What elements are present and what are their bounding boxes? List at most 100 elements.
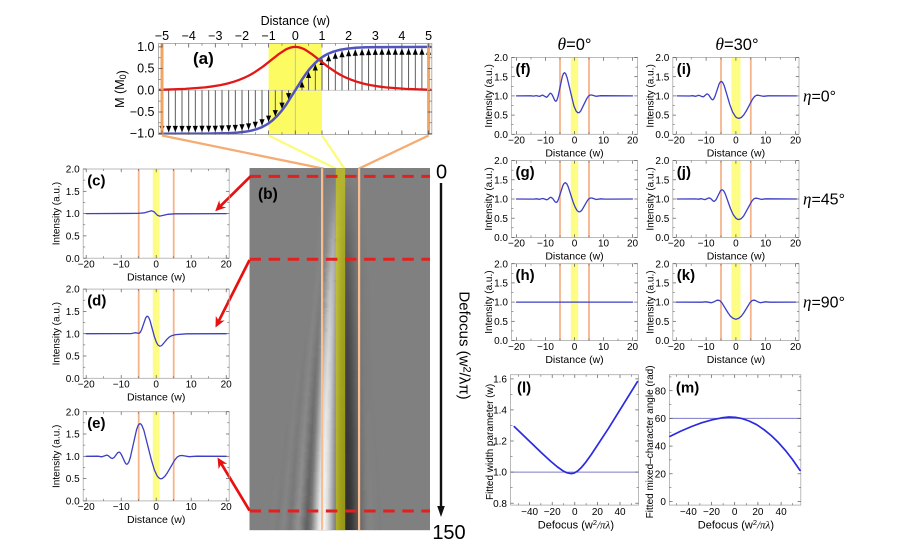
svg-text:η=0°: η=0° [803, 86, 836, 105]
svg-text:2.0: 2.0 [66, 407, 80, 418]
svg-text:1.5: 1.5 [66, 187, 80, 198]
svg-text:0.0: 0.0 [494, 336, 508, 347]
svg-text:1.0: 1.0 [493, 468, 507, 479]
svg-text:1.0: 1.0 [66, 329, 80, 340]
svg-text:20: 20 [790, 239, 802, 250]
svg-text:0.0: 0.0 [66, 497, 80, 508]
svg-text:0.5: 0.5 [66, 352, 80, 363]
svg-text:2.0: 2.0 [494, 53, 508, 64]
svg-text:−10: −10 [113, 260, 130, 271]
svg-text:η=45°: η=45° [803, 190, 845, 209]
svg-text:0: 0 [436, 162, 447, 184]
svg-text:0: 0 [660, 497, 666, 508]
svg-text:Distance (w): Distance (w) [261, 14, 330, 28]
svg-text:20: 20 [752, 507, 764, 518]
svg-text:0: 0 [733, 342, 739, 353]
svg-text:0: 0 [153, 260, 159, 271]
svg-text:60: 60 [655, 414, 667, 425]
svg-text:0.5: 0.5 [66, 474, 80, 485]
svg-text:Distance (w): Distance (w) [545, 251, 603, 263]
svg-text:(h): (h) [516, 267, 535, 284]
svg-text:2.0: 2.0 [66, 165, 80, 176]
svg-text:−20: −20 [544, 507, 561, 518]
svg-text:1.6: 1.6 [493, 375, 507, 386]
svg-text:1.0: 1.0 [66, 452, 80, 463]
svg-text:1: 1 [319, 29, 326, 43]
svg-text:(f): (f) [516, 61, 531, 78]
svg-text:0.0: 0.0 [494, 130, 508, 141]
svg-text:−2: −2 [235, 29, 249, 43]
svg-text:40: 40 [655, 442, 667, 453]
svg-text:Distance (w): Distance (w) [545, 148, 603, 160]
svg-text:M (M0): M (M0) [113, 70, 129, 108]
svg-text:−4: −4 [182, 29, 196, 43]
svg-text:0: 0 [572, 239, 578, 250]
svg-text:2.0: 2.0 [655, 259, 669, 270]
svg-text:0.5: 0.5 [137, 62, 154, 76]
svg-text:20: 20 [627, 136, 639, 147]
svg-text:0: 0 [572, 507, 578, 518]
svg-text:20: 20 [221, 502, 233, 513]
svg-text:Distance (w): Distance (w) [707, 354, 765, 366]
svg-text:1.0: 1.0 [655, 298, 669, 309]
svg-text:0: 0 [732, 507, 738, 518]
svg-text:−1.0: −1.0 [130, 127, 155, 141]
svg-text:(e): (e) [87, 415, 105, 432]
svg-text:(g): (g) [516, 164, 535, 181]
svg-text:0.0: 0.0 [494, 233, 508, 244]
svg-text:Intensity (a.u.): Intensity (a.u.) [484, 167, 495, 230]
svg-text:Defocus (w2/πλ): Defocus (w2/πλ) [538, 518, 614, 532]
svg-text:1.0: 1.0 [137, 40, 154, 54]
svg-text:20: 20 [221, 380, 233, 391]
svg-text:1.0: 1.0 [655, 195, 669, 206]
svg-text:1.4: 1.4 [493, 406, 507, 417]
svg-text:−20: −20 [703, 507, 720, 518]
svg-text:1.5: 1.5 [66, 307, 80, 318]
svg-text:Intensity (a.u.): Intensity (a.u.) [645, 64, 656, 127]
svg-text:−0.5: −0.5 [130, 105, 155, 119]
svg-text:η=90°: η=90° [803, 293, 845, 312]
svg-text:0.0: 0.0 [66, 254, 80, 265]
svg-text:10: 10 [598, 136, 610, 147]
svg-text:−10: −10 [113, 502, 130, 513]
svg-text:40: 40 [776, 507, 788, 518]
svg-text:0.5: 0.5 [66, 232, 80, 243]
svg-text:2.0: 2.0 [494, 156, 508, 167]
svg-text:(l): (l) [517, 380, 531, 397]
svg-text:−20: −20 [668, 136, 685, 147]
svg-text:Intensity (a.u.): Intensity (a.u.) [52, 182, 63, 245]
svg-text:10: 10 [186, 502, 198, 513]
svg-text:−10: −10 [698, 136, 715, 147]
svg-text:−5: −5 [155, 29, 169, 43]
svg-text:−40: −40 [521, 507, 538, 518]
svg-text:−10: −10 [537, 342, 554, 353]
svg-text:Distance (w): Distance (w) [127, 272, 185, 284]
svg-text:1.2: 1.2 [493, 437, 507, 448]
svg-text:80: 80 [655, 386, 667, 397]
svg-text:1.0: 1.0 [494, 92, 508, 103]
svg-text:Distance (w): Distance (w) [707, 251, 765, 263]
svg-text:−20: −20 [668, 239, 685, 250]
svg-text:(a): (a) [193, 49, 214, 68]
svg-text:1.5: 1.5 [655, 175, 669, 186]
svg-text:0.5: 0.5 [494, 317, 508, 328]
svg-text:10: 10 [598, 342, 610, 353]
svg-text:0.0: 0.0 [137, 83, 154, 97]
svg-text:(j): (j) [677, 164, 691, 181]
svg-text:−10: −10 [537, 239, 554, 250]
svg-text:20: 20 [221, 260, 233, 271]
svg-text:1.5: 1.5 [66, 430, 80, 441]
svg-text:1.0: 1.0 [66, 209, 80, 220]
svg-text:Intensity (a.u.): Intensity (a.u.) [645, 167, 656, 230]
svg-text:Intensity (a.u.): Intensity (a.u.) [645, 270, 656, 333]
svg-text:0: 0 [153, 380, 159, 391]
svg-text:−1: −1 [261, 29, 275, 43]
svg-text:2.0: 2.0 [655, 156, 669, 167]
svg-text:2.0: 2.0 [66, 285, 80, 296]
svg-text:(d): (d) [87, 293, 106, 310]
svg-text:2.0: 2.0 [655, 53, 669, 64]
svg-text:150: 150 [432, 522, 465, 544]
svg-text:40: 40 [614, 507, 626, 518]
svg-text:0.5: 0.5 [655, 111, 669, 122]
svg-text:0: 0 [572, 136, 578, 147]
